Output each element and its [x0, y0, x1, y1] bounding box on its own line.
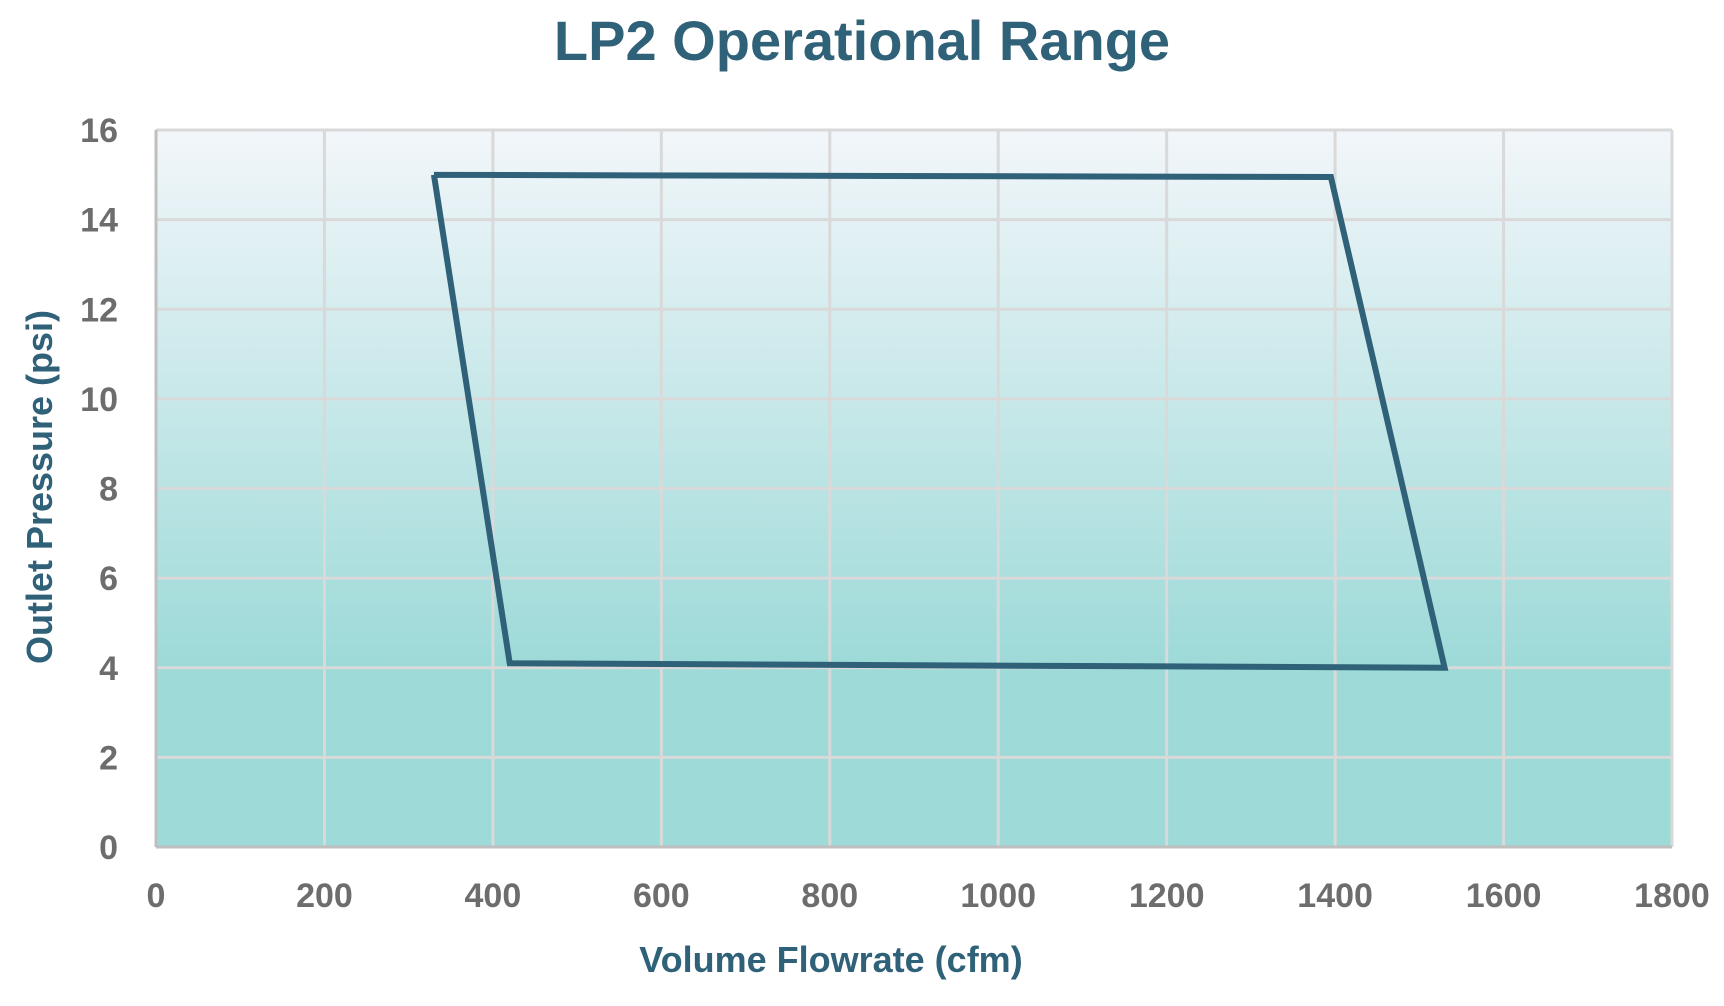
- y-axis-label: Outlet Pressure (psi): [19, 310, 60, 664]
- series-layer: [430, 171, 1449, 671]
- y-tick-label: 0: [99, 829, 118, 867]
- axes: [154, 130, 1672, 849]
- operational-range-outline: [430, 171, 1449, 671]
- x-tick-label: 0: [147, 877, 166, 915]
- x-tick-label: 800: [801, 877, 858, 915]
- y-tick-label: 6: [99, 560, 118, 598]
- x-tick-label: 1000: [960, 877, 1036, 915]
- y-tick-label: 2: [99, 739, 118, 777]
- y-tick-label: 10: [80, 381, 118, 419]
- y-tick-label: 14: [80, 202, 118, 240]
- x-tick-label: 1800: [1634, 877, 1710, 915]
- x-tick-label: 1400: [1297, 877, 1373, 915]
- y-tick-label: 4: [99, 650, 118, 688]
- x-tick-label: 1200: [1129, 877, 1205, 915]
- chart-title: LP2 Operational Range: [554, 9, 1170, 72]
- x-tick-label: 200: [296, 877, 353, 915]
- tick-labels: 0 2 4 6 8 10 12 14 16 0 200 400 600 800 1000 1200 1400 16…: [80, 112, 1710, 915]
- x-tick-label: 600: [633, 877, 690, 915]
- x-axis-label: Volume Flowrate (cfm): [639, 939, 1022, 980]
- x-tick-label: 400: [465, 877, 522, 915]
- y-tick-label: 12: [80, 291, 118, 329]
- y-tick-label: 16: [80, 112, 118, 150]
- y-tick-label: 8: [99, 471, 118, 509]
- x-tick-label: 1600: [1466, 877, 1542, 915]
